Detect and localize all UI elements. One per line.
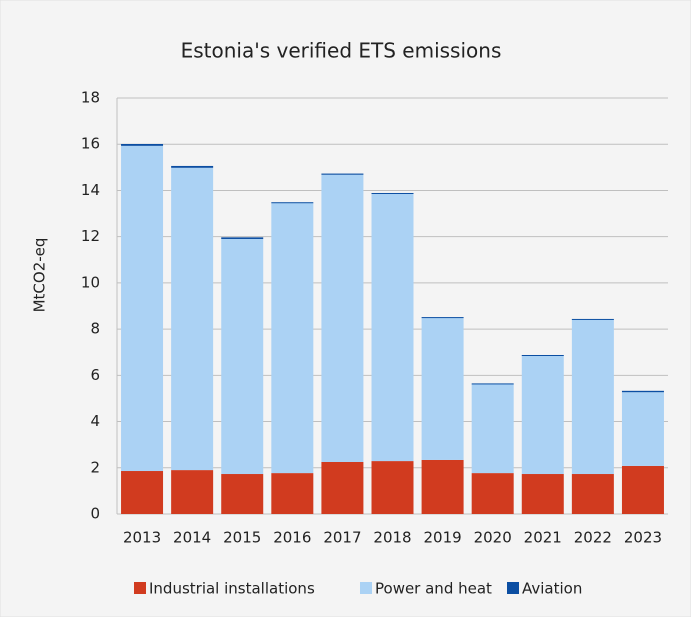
x-tick-label: 2017 (323, 529, 361, 547)
bar-segment (221, 474, 264, 514)
bar-segment (371, 193, 414, 462)
bar-segment (621, 390, 664, 393)
y-tick-label: 18 (81, 89, 100, 107)
x-tick-label: 2015 (223, 529, 261, 547)
bar-segment (271, 473, 314, 514)
y-tick-label: 10 (81, 273, 100, 291)
bar-segment (571, 318, 614, 320)
x-tick-label: 2022 (574, 529, 612, 547)
bar-segment (471, 383, 514, 385)
y-tick-label: 4 (90, 412, 100, 430)
bar-segment (121, 143, 164, 146)
bar-segment (471, 473, 514, 514)
bar-segment (121, 471, 164, 514)
bar-segment (171, 470, 214, 514)
x-tick-label: 2021 (524, 529, 562, 547)
chart-title: Estonia's verified ETS emissions (181, 39, 502, 63)
bar-segment (371, 192, 414, 194)
legend-swatch (360, 582, 372, 594)
y-tick-label: 14 (81, 181, 100, 199)
bar-segment (171, 167, 214, 471)
legend-swatch (507, 582, 519, 594)
bar-segment (621, 392, 664, 466)
x-tick-label: 2023 (624, 529, 662, 547)
y-axis-label: MtCO2-eq (31, 238, 49, 313)
bar-segment (521, 474, 564, 514)
bar-segment (171, 165, 214, 168)
x-tick-label: 2018 (373, 529, 411, 547)
y-tick-label: 16 (81, 135, 100, 153)
bar-segment (521, 354, 564, 356)
x-tick-label: 2016 (273, 529, 311, 547)
y-tick-label: 0 (90, 505, 100, 523)
bar-segment (271, 202, 314, 204)
bar-segment (221, 237, 264, 239)
bar-segment (321, 173, 364, 175)
bar-segment (621, 465, 664, 514)
bar-segment (121, 145, 164, 472)
bar-segment (571, 474, 614, 514)
y-tick-label: 12 (81, 227, 100, 245)
x-tick-label: 2013 (123, 529, 161, 547)
x-tick-label: 2019 (423, 529, 461, 547)
bar-segment (371, 461, 414, 514)
bar-segment (321, 462, 364, 514)
bar-segment (521, 355, 564, 475)
x-tick-label: 2014 (173, 529, 211, 547)
legend-label: Industrial installations (149, 580, 315, 598)
x-tick-label: 2020 (474, 529, 512, 547)
bar-segment (271, 202, 314, 474)
y-tick-label: 8 (90, 320, 100, 338)
legend-label: Power and heat (375, 580, 492, 598)
y-tick-label: 2 (90, 458, 100, 476)
bar-segment (471, 383, 514, 474)
legend-swatch (134, 582, 146, 594)
bar-segment (421, 318, 464, 460)
bar-segment (221, 238, 264, 475)
bar-segment (321, 174, 364, 462)
legend-label: Aviation (522, 580, 582, 598)
bar-segment (421, 459, 464, 514)
bar-segment (421, 317, 464, 319)
bar-segment (571, 319, 614, 475)
y-tick-label: 6 (90, 366, 100, 384)
